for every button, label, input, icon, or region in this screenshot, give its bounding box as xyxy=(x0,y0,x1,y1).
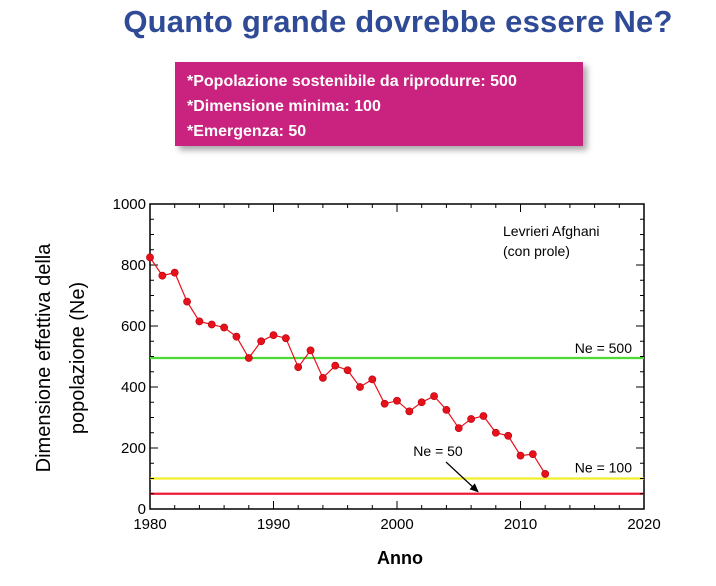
ne-point-1982 xyxy=(170,268,179,277)
y-tick-label-1000: 1000 xyxy=(113,196,146,213)
ne-point-2000 xyxy=(393,396,401,405)
ne-point-1998 xyxy=(368,375,377,384)
ne-point-1993 xyxy=(306,346,315,355)
ne-point-2001 xyxy=(405,407,414,416)
slide-title: Quanto grande dovrebbe essere Ne? xyxy=(123,4,673,39)
ne-series-line xyxy=(149,257,546,475)
ne-point-2011 xyxy=(528,450,537,458)
ne-point-2009 xyxy=(504,431,513,440)
criteria-callout: *Popolazione sostenibile da riprodurre: … xyxy=(175,62,583,146)
chart-annotation-line-1: Levrieri Afghani xyxy=(503,223,600,239)
ne-point-1995 xyxy=(331,361,340,370)
callout-line-minimum: *Dimensione minima: 100 xyxy=(187,98,381,115)
ne-point-1992 xyxy=(294,363,303,372)
arrow-ne-50 xyxy=(445,461,479,493)
callout-line-emergency: *Emergenza: 50 xyxy=(187,123,307,140)
ne-point-1983 xyxy=(183,297,191,306)
ne-point-1997 xyxy=(356,383,364,391)
x-tick-label-2020: 2020 xyxy=(627,516,660,533)
ne-point-1990 xyxy=(269,331,278,340)
ne-point-2007 xyxy=(479,412,488,420)
ne-point-2012 xyxy=(541,470,550,478)
ne-point-1999 xyxy=(380,399,389,408)
ne-point-2003 xyxy=(430,392,438,401)
x-tick-label-1990: 1990 xyxy=(257,516,290,533)
ne-point-1984 xyxy=(195,317,204,326)
label-ne-500: Ne = 500 xyxy=(575,340,632,356)
ne-point-1994 xyxy=(318,373,327,382)
ne-point-2005 xyxy=(454,424,463,433)
ne-point-2008 xyxy=(491,428,500,437)
ne-point-2002 xyxy=(417,398,426,407)
ne-point-1986 xyxy=(220,323,228,332)
label-ne-100: Ne = 100 xyxy=(575,460,632,476)
y-tick-label-800: 800 xyxy=(121,257,146,274)
ne-point-1989 xyxy=(257,337,266,346)
ne-point-1987 xyxy=(232,332,241,341)
y-tick-label-0: 0 xyxy=(138,501,146,518)
ne-point-1996 xyxy=(343,366,352,375)
ne-point-1991 xyxy=(281,334,290,343)
ne-point-1981 xyxy=(158,271,167,280)
ne-point-1988 xyxy=(244,354,253,362)
label-ne-50: Ne = 50 xyxy=(413,443,463,459)
ne-point-1980 xyxy=(146,253,154,262)
x-tick-label-2000: 2000 xyxy=(380,516,413,533)
ne-point-2006 xyxy=(467,415,475,423)
x-tick-label-2010: 2010 xyxy=(504,516,537,533)
y-tick-label-600: 600 xyxy=(121,318,146,335)
x-axis-title: Anno xyxy=(377,548,423,568)
ne-point-2010 xyxy=(516,451,525,460)
ne-point-2004 xyxy=(442,405,451,414)
ne-point-1985 xyxy=(207,320,216,329)
x-tick-label-1980: 1980 xyxy=(133,516,166,533)
y-tick-label-400: 400 xyxy=(121,379,146,396)
y-tick-label-200: 200 xyxy=(121,440,146,457)
callout-line-sustainable: *Popolazione sostenibile da riprodurre: … xyxy=(187,73,517,90)
chart-annotation-line-2: (con prole) xyxy=(503,243,570,259)
